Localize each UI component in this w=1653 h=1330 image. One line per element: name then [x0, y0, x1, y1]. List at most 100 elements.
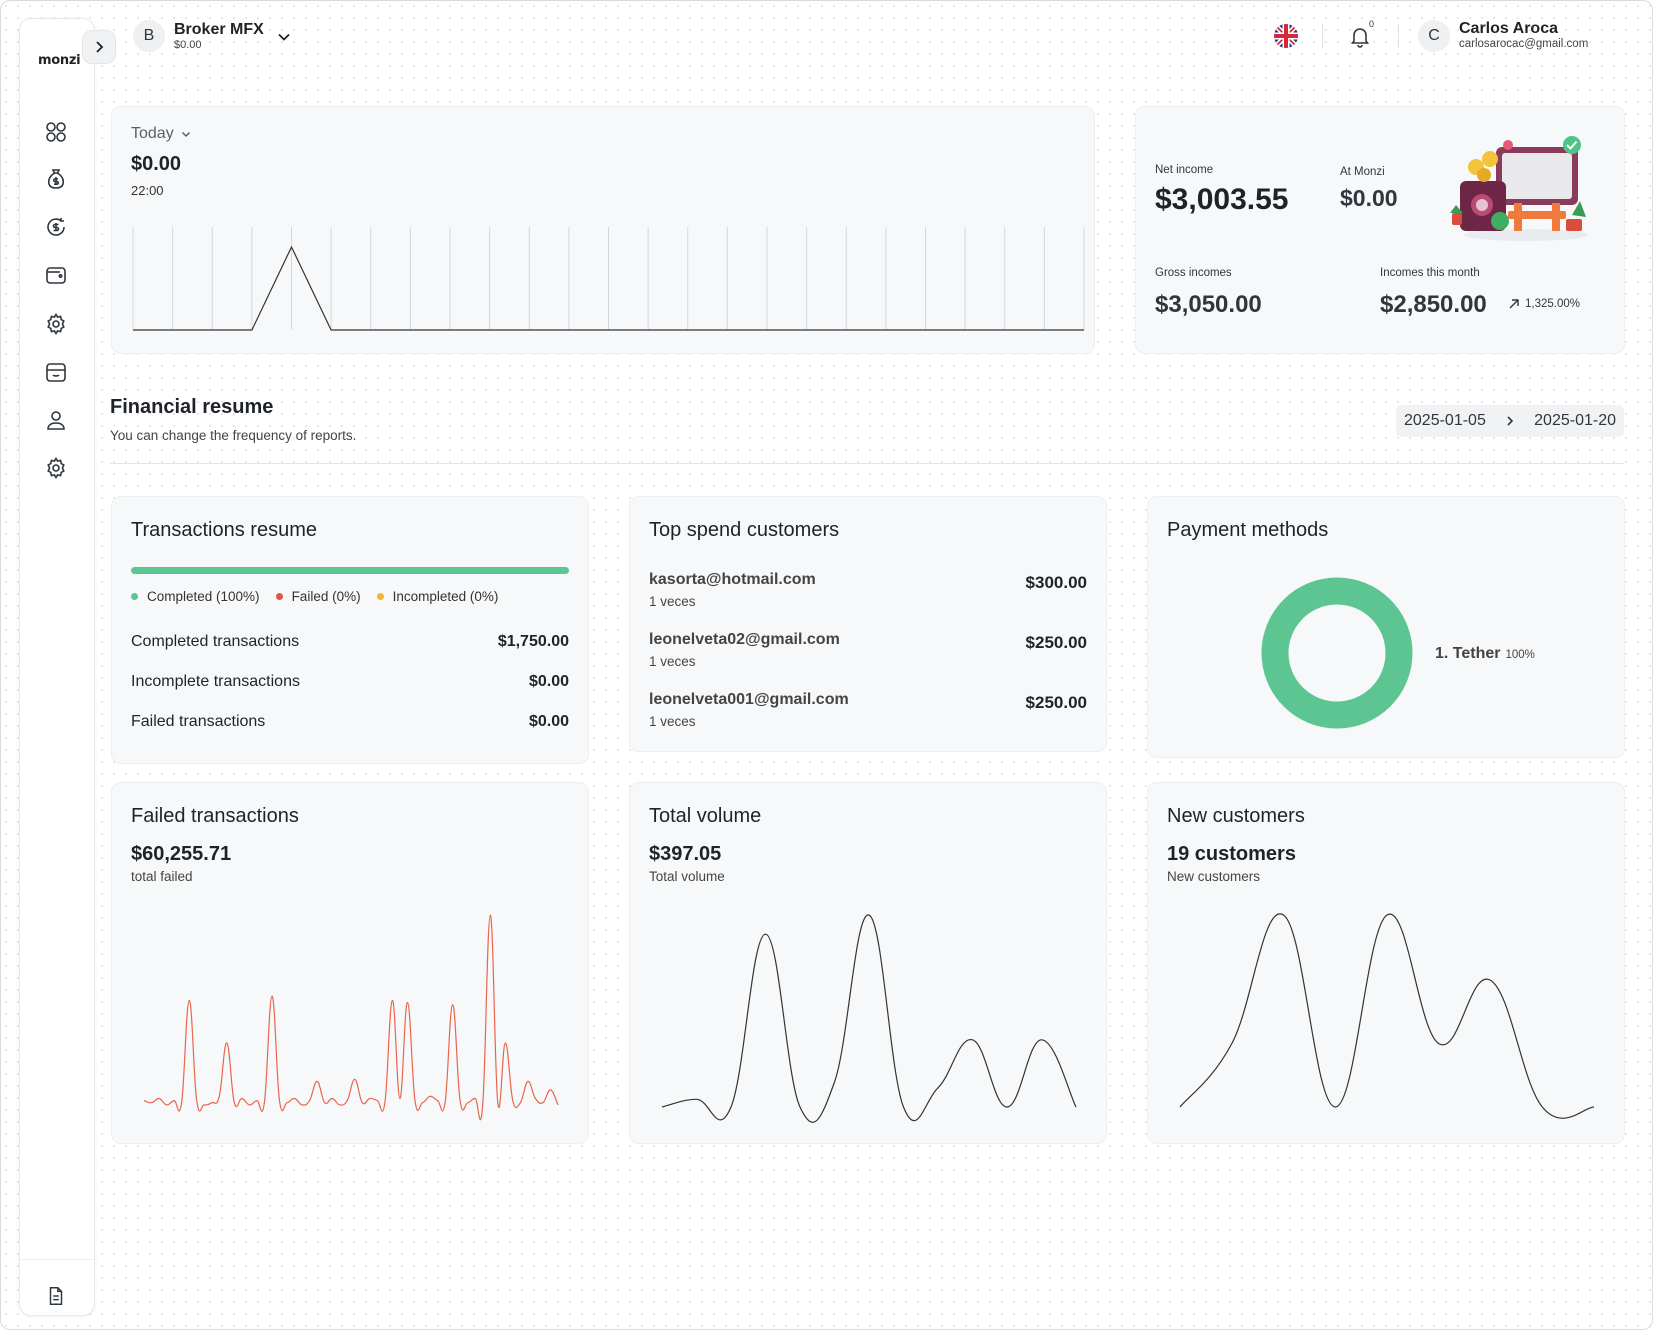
sidebar-item-settings-general[interactable]	[41, 309, 71, 339]
transaction-row: Failed transactions $0.00	[131, 713, 569, 731]
failed-total-label: total failed	[131, 869, 193, 884]
notification-count: 0	[1369, 19, 1375, 29]
section-divider	[110, 463, 1624, 464]
legend-label: Incompleted (0%)	[392, 589, 499, 604]
transaction-row: Incomplete transactions $0.00	[131, 673, 569, 691]
customer-count: 1 veces	[649, 654, 696, 669]
legend-item-incompleted: Incompleted (0%)	[376, 589, 499, 604]
row-value: $1,750.00	[497, 633, 569, 650]
net-income-value: $3,003.55	[1155, 183, 1289, 216]
card-title: Top spend customers	[649, 519, 840, 541]
customer-amount: $250.00	[1025, 633, 1087, 652]
header-divider	[1322, 24, 1323, 48]
customer-email: kasorta@hotmail.com	[649, 571, 816, 588]
today-time: 22:00	[131, 183, 164, 198]
safe-illustration-icon	[1450, 136, 1588, 241]
customer-amount: $250.00	[1025, 693, 1087, 712]
language-flag-icon[interactable]	[1274, 24, 1298, 48]
sidebar-expand-button[interactable]	[82, 30, 116, 64]
total-volume-card: Total volume $397.05 Total volume	[629, 782, 1107, 1144]
card-title: New customers	[1167, 805, 1305, 827]
volume-line-chart	[661, 914, 1077, 1123]
legend-item-failed: Failed (0%)	[275, 589, 361, 604]
date-range-picker[interactable]: 2025-01-05 2025-01-20	[1396, 405, 1624, 437]
dollar-exchange-icon	[47, 218, 65, 236]
gross-incomes-label: Gross incomes	[1155, 267, 1232, 279]
user-avatar: C	[1418, 20, 1450, 52]
list-item[interactable]: leonelveta02@gmail.com 1 veces $250.00	[649, 631, 1087, 669]
month-incomes-value: $2,850.00	[1380, 291, 1487, 318]
payment-legend-pct: 100%	[1505, 649, 1535, 661]
customer-count: 1 veces	[649, 594, 696, 609]
sidebar-item-dashboard[interactable]	[41, 117, 71, 147]
gear-icon	[47, 312, 65, 336]
chevron-right-icon	[96, 41, 104, 53]
legend-label: Completed (100%)	[147, 589, 260, 604]
series-line	[133, 245, 1084, 331]
chevron-down-icon	[181, 131, 190, 138]
card-title: Total volume	[649, 805, 762, 827]
settings-icon	[47, 456, 65, 480]
list-item[interactable]: leonelveta001@gmail.com 1 veces $250.00	[649, 691, 1087, 729]
user-name: Carlos Aroca	[1459, 20, 1558, 38]
volume-label: Total volume	[649, 869, 725, 884]
user-email: carlosarocac@gmail.com	[1459, 38, 1589, 51]
arrow-up-right-icon	[1509, 299, 1519, 309]
chevron-right-icon	[1507, 416, 1514, 426]
wallet-icon	[46, 267, 66, 284]
sidebar-item-profile[interactable]	[41, 405, 71, 435]
date-from[interactable]: 2025-01-05	[1404, 412, 1486, 429]
sidebar-item-money[interactable]	[41, 164, 71, 194]
month-change: 1,325.00%	[1508, 298, 1580, 310]
payment-legend: 1. Tether 100%	[1435, 645, 1535, 663]
customer-email: leonelveta02@gmail.com	[649, 631, 840, 648]
legend-dot	[376, 593, 384, 600]
period-label: Today	[131, 125, 174, 142]
payment-legend-name: 1. Tether	[1435, 645, 1501, 662]
legend-dot	[275, 593, 283, 600]
section-subtitle: You can change the frequency of reports.	[110, 428, 357, 443]
customers-line-chart	[1179, 913, 1595, 1119]
document-icon	[49, 1287, 63, 1305]
notifications-button[interactable]: 0	[1348, 19, 1374, 50]
transactions-card: Transactions resume Completed (100%) Fai…	[111, 496, 589, 764]
row-label: Completed transactions	[131, 633, 300, 650]
today-line-chart	[132, 227, 1085, 331]
payment-methods-card: Payment methods 1. Tether 100%	[1147, 496, 1625, 758]
sidebar-item-settings[interactable]	[41, 453, 71, 483]
logo: monzi	[38, 53, 81, 68]
list-item[interactable]: kasorta@hotmail.com 1 veces $300.00	[649, 571, 1087, 609]
transaction-row: Completed transactions $1,750.00	[131, 633, 569, 651]
legend-dot	[131, 593, 138, 600]
failed-total-value: $60,255.71	[131, 843, 232, 865]
net-income-label: Net income	[1155, 164, 1214, 176]
card-title: Failed transactions	[131, 805, 299, 827]
at-monzi-label: At Monzi	[1340, 166, 1385, 178]
broker-selector[interactable]: B Broker MFX $0.00	[133, 20, 292, 52]
new-customers-label: New customers	[1167, 869, 1261, 884]
series-line	[661, 914, 1077, 1123]
broker-balance: $0.00	[174, 38, 202, 51]
broker-name: Broker MFX	[174, 20, 264, 38]
sidebar-item-documents[interactable]	[41, 1281, 71, 1311]
legend-item-completed: Completed (100%)	[131, 589, 260, 604]
at-monzi-value: $0.00	[1340, 185, 1398, 211]
new-customers-value: 19 customers	[1167, 843, 1296, 865]
header-divider	[1398, 24, 1399, 48]
customer-email: leonelveta001@gmail.com	[649, 691, 849, 708]
row-label: Failed transactions	[131, 713, 266, 730]
series-line	[143, 914, 559, 1121]
section-title: Financial resume	[110, 396, 274, 418]
user-menu[interactable]: C Carlos Aroca carlosarocac@gmail.com	[1418, 20, 1588, 52]
sidebar-item-store[interactable]	[41, 357, 71, 387]
sidebar-item-wallet[interactable]	[41, 260, 71, 290]
income-card: Net income $3,003.55 At Monzi $0.00 Gros…	[1135, 106, 1625, 354]
sidebar-item-exchange[interactable]	[41, 212, 71, 242]
store-icon	[46, 363, 66, 382]
period-selector[interactable]: Today	[131, 125, 192, 143]
date-to[interactable]: 2025-01-20	[1534, 412, 1616, 429]
completion-progress-bar	[131, 567, 569, 574]
failed-line-chart	[143, 914, 559, 1121]
failed-transactions-card: Failed transactions $60,255.71 total fai…	[111, 782, 589, 1144]
user-icon	[47, 411, 65, 430]
